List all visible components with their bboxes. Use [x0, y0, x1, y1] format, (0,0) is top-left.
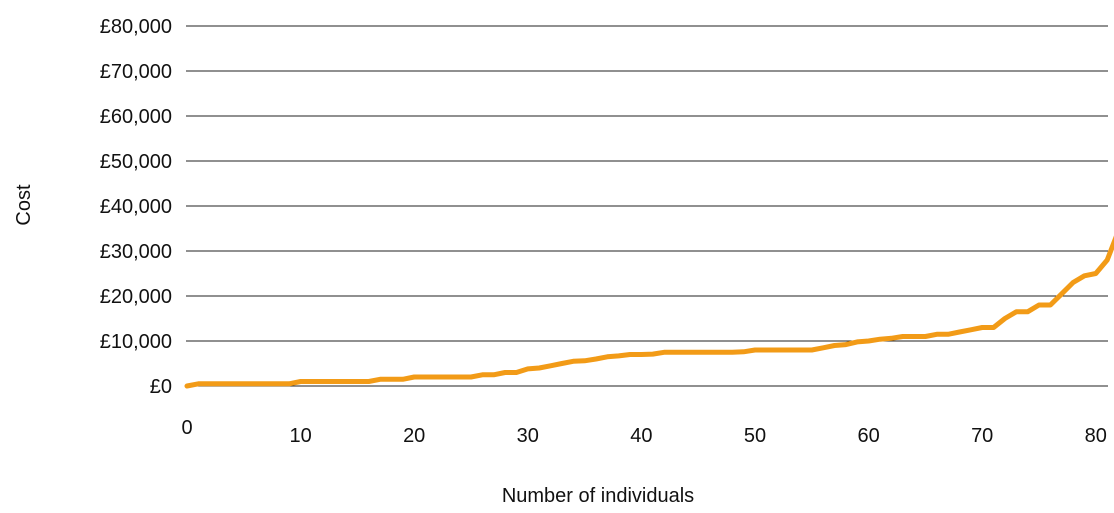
- y-tick-label: £40,000: [100, 196, 172, 218]
- gridlines: [186, 25, 1108, 387]
- cost-series-line: [184, 235, 1114, 389]
- x-tick-label: 50: [744, 425, 766, 447]
- x-tick-label: 60: [857, 425, 879, 447]
- y-tick-label: £0: [150, 376, 172, 398]
- x-tick-label: 70: [971, 425, 993, 447]
- y-tick-label: £20,000: [100, 286, 172, 308]
- y-tick-label: £80,000: [100, 16, 172, 38]
- x-tick-label: 0: [181, 417, 192, 439]
- y-tick-label: £10,000: [100, 331, 172, 353]
- y-tick-label: £70,000: [100, 61, 172, 83]
- y-axis-tick-labels: £0 £10,000 £20,000 £30,000 £40,000 £50,000 £60…: [100, 16, 172, 398]
- y-tick-label: £30,000: [100, 241, 172, 263]
- y-axis-title: Cost: [13, 184, 35, 226]
- x-axis-tick-labels: 0 10 20 30 40 50 60 70 80: [181, 417, 1106, 447]
- x-axis-title: Number of individuals: [502, 485, 694, 507]
- x-tick-label: 80: [1085, 425, 1107, 447]
- y-tick-label: £60,000: [100, 106, 172, 128]
- series-layer: [184, 235, 1114, 389]
- x-tick-label: 20: [403, 425, 425, 447]
- x-tick-label: 10: [289, 425, 311, 447]
- y-tick-label: £50,000: [100, 151, 172, 173]
- x-tick-label: 30: [517, 425, 539, 447]
- x-tick-label: 40: [630, 425, 652, 447]
